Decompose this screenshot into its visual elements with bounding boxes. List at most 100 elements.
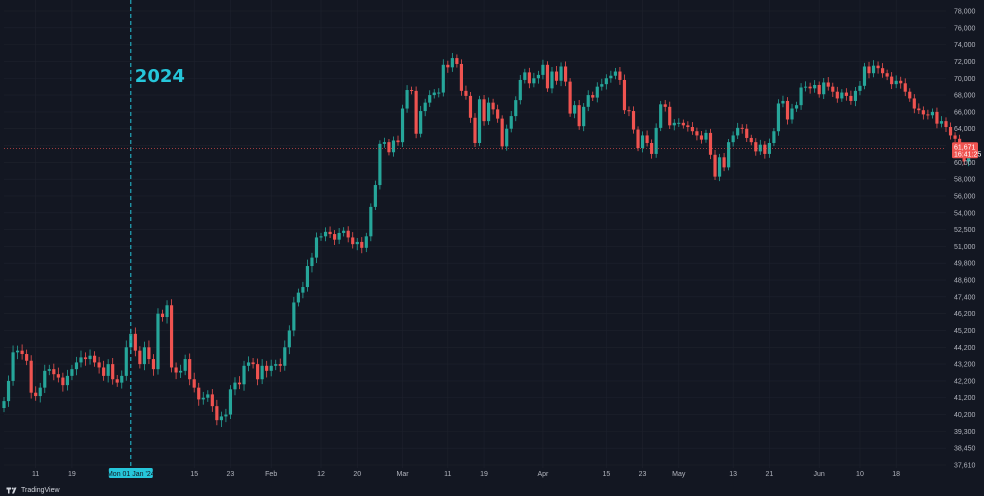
candle-body	[604, 78, 608, 85]
candle-body	[468, 95, 473, 118]
candle-body	[645, 135, 649, 143]
candle-body	[25, 354, 29, 361]
candle-body	[527, 72, 531, 84]
candle-body	[496, 109, 500, 119]
candle-body	[568, 81, 572, 114]
candle-body	[323, 231, 328, 237]
candle-body	[391, 140, 396, 153]
candle-body	[582, 106, 586, 127]
candle-body	[269, 365, 273, 371]
candle-body	[169, 305, 174, 368]
candle-body	[754, 142, 758, 152]
price-tick-label: 46,200	[954, 311, 976, 318]
candle-body	[29, 360, 33, 393]
candle-body	[106, 364, 110, 376]
price-tick-label: 47,400	[954, 294, 976, 301]
time-tick-label: Jun	[814, 471, 825, 478]
time-tick-label: 13	[729, 471, 737, 478]
candle-body	[70, 369, 74, 376]
candle-body	[423, 102, 427, 112]
candle-body	[305, 266, 310, 288]
tradingview-logo-icon	[6, 487, 17, 494]
time-axis: 11 19 15 23 Feb 12 20 Mar 11 19 Apr 15 23 May 13 21 Jun 1…	[32, 471, 900, 478]
crosshair-date-badge-bg	[108, 468, 153, 478]
brand-name: TradingView	[21, 486, 60, 494]
candle-body	[835, 91, 839, 99]
candle-body	[165, 305, 169, 318]
time-tick-label: 15	[602, 471, 610, 478]
candle-body	[278, 364, 282, 366]
candle-body	[83, 357, 88, 360]
candle-body	[296, 292, 300, 303]
candle-body	[20, 350, 24, 355]
candle-body	[11, 352, 15, 381]
candle-body	[908, 91, 912, 99]
candle-body	[16, 350, 20, 353]
candle-body	[228, 389, 233, 415]
candle-body	[378, 143, 382, 186]
candle-body	[328, 231, 332, 235]
candle-body	[939, 121, 944, 124]
candle-body	[351, 237, 355, 245]
candle-body	[210, 394, 214, 407]
candle-body	[785, 100, 790, 120]
candle-body	[817, 84, 821, 95]
price-tick-label: 43,200	[954, 362, 976, 369]
price-tick-label: 41,200	[954, 395, 976, 402]
candle-body	[437, 92, 441, 94]
candle-body	[61, 377, 65, 386]
candle-body	[441, 64, 445, 93]
candle-body	[885, 73, 889, 77]
brand[interactable]: TradingView	[6, 486, 60, 494]
candle-body	[699, 135, 704, 140]
candle-body	[192, 379, 196, 388]
candle-body	[464, 90, 468, 96]
price-tick-label: 37,610	[954, 463, 976, 470]
price-tick-label: 66,000	[954, 109, 976, 116]
candle-body	[310, 257, 314, 267]
candle-body	[197, 387, 201, 400]
candle-body	[659, 104, 663, 128]
candle-body	[188, 359, 192, 380]
price-tick-label: 49,800	[954, 261, 976, 268]
candle-body	[179, 370, 183, 373]
candle-body	[672, 122, 676, 126]
time-tick-label: 23	[227, 471, 235, 478]
price-tick-label: 58,000	[954, 177, 976, 184]
bar-countdown: 16:41:25	[954, 151, 981, 158]
candle-body	[2, 401, 6, 408]
candle-body	[405, 90, 409, 109]
candle-body	[142, 347, 146, 365]
candle-body	[704, 132, 708, 140]
candle-body	[636, 129, 640, 149]
candle-body	[577, 105, 581, 127]
candle-body	[373, 185, 377, 207]
candle-body	[65, 375, 69, 386]
candle-body	[876, 65, 880, 69]
candle-body	[554, 71, 559, 81]
candle-body	[640, 135, 645, 149]
price-tick-label: 42,200	[954, 378, 976, 385]
price-tick-label: 48,600	[954, 278, 976, 285]
price-tick-label: 56,000	[954, 193, 976, 200]
price-tick-label: 52,500	[954, 227, 976, 234]
candle-body	[97, 362, 101, 368]
candle-body	[355, 241, 359, 245]
candle-body	[677, 122, 681, 124]
current-price-tag-bg	[952, 142, 978, 159]
candle-body	[459, 63, 463, 91]
candle-body	[871, 65, 876, 74]
candle-body	[708, 132, 713, 155]
time-tick-label: 15	[190, 471, 198, 478]
candle-body	[274, 364, 278, 366]
candle-body	[201, 397, 205, 400]
candle-body	[935, 111, 939, 124]
candle-body	[446, 64, 450, 68]
time-tick-label: 20	[353, 471, 361, 478]
candle-body	[948, 127, 953, 136]
time-tick-label: Apr	[537, 471, 549, 478]
candle-body	[903, 83, 907, 92]
current-price-tag[interactable]: 61,671 16:41:25	[952, 142, 981, 159]
candle-body	[899, 80, 903, 84]
